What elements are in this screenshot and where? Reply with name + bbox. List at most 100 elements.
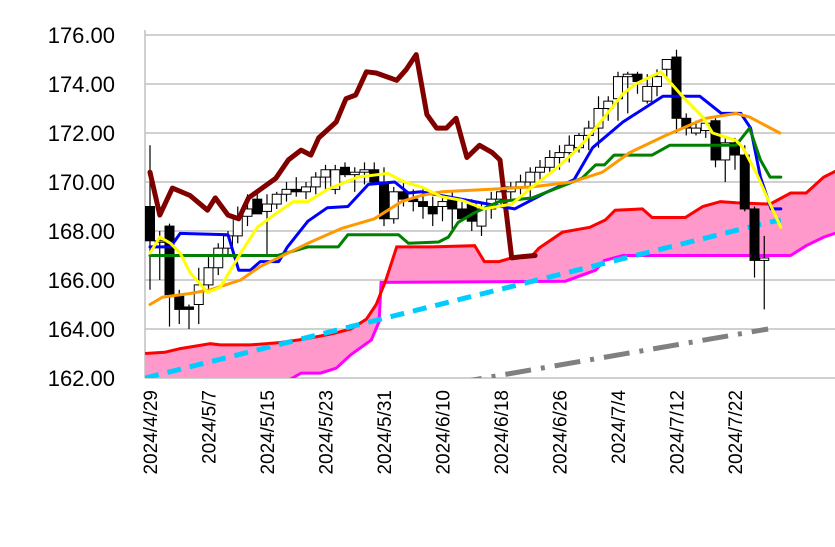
candlesticks <box>145 49 770 329</box>
candle-body <box>252 198 263 215</box>
candle-body <box>320 169 331 178</box>
candle-body <box>661 59 672 70</box>
candle-body <box>262 203 272 212</box>
candle-body <box>652 76 662 87</box>
candle-body <box>739 154 750 210</box>
candle-body <box>203 267 214 286</box>
candle <box>340 162 350 178</box>
candle <box>739 145 750 212</box>
orange-line <box>148 111 782 306</box>
x-tick-label: 2024/5/7 <box>200 390 221 464</box>
candle <box>281 182 292 202</box>
candle-body <box>720 142 731 161</box>
x-tick-label: 2024/5/15 <box>258 390 279 475</box>
x-tick-label: 2024/4/29 <box>141 390 162 475</box>
candle <box>369 162 380 183</box>
candle-body <box>174 294 185 310</box>
candle-body <box>340 166 350 176</box>
candle <box>291 177 302 197</box>
candle <box>710 118 721 168</box>
y-tick-label: 168.00 <box>48 219 115 244</box>
candle-body <box>213 247 224 269</box>
candle <box>252 194 263 215</box>
ichimoku-cloud <box>145 169 835 378</box>
candle <box>310 172 321 195</box>
candle-body <box>398 191 409 200</box>
candle <box>203 255 214 290</box>
blue-line <box>148 94 783 272</box>
candle <box>427 196 438 227</box>
candle <box>661 59 672 80</box>
candle <box>515 174 526 195</box>
candle-body <box>535 166 545 173</box>
y-tick-label: 170.00 <box>48 170 115 195</box>
candle <box>262 194 272 256</box>
x-tick-label: 2024/6/10 <box>434 390 455 475</box>
candle-body <box>301 186 311 193</box>
candle <box>193 267 204 325</box>
y-axis: 162.00 164.00 166.00 168.00 170.00 172.00 174.… <box>48 23 115 391</box>
candle-body <box>193 284 204 305</box>
candle-body <box>418 201 428 208</box>
candle <box>359 162 370 185</box>
indicator-lines <box>147 52 783 306</box>
candle <box>379 167 389 227</box>
x-tick-label: 2024/7/12 <box>668 390 689 475</box>
candle-body <box>145 206 155 242</box>
candle-body <box>437 201 448 208</box>
candle-body <box>164 225 175 296</box>
chikou-line <box>147 52 538 261</box>
candle-body <box>691 127 701 134</box>
candle-body <box>310 176 321 188</box>
candle-body <box>330 169 341 190</box>
cyan-dashed-trendline <box>145 217 782 378</box>
candle-body <box>271 193 282 205</box>
candle-body <box>622 73 633 78</box>
candle-body <box>525 171 536 183</box>
x-tick-label: 2024/7/4 <box>609 390 630 464</box>
candle-body <box>349 171 360 176</box>
y-tick-label: 166.00 <box>48 268 115 293</box>
y-tick-label: 176.00 <box>48 23 115 48</box>
candle <box>330 164 341 195</box>
y-tick-label: 162.00 <box>48 366 115 391</box>
senkou-span-b-line <box>288 231 835 378</box>
candle <box>164 223 175 327</box>
y-tick-label: 164.00 <box>48 317 115 342</box>
candle <box>271 191 282 209</box>
candle <box>505 182 516 200</box>
candle-body <box>291 188 302 193</box>
candle <box>622 71 633 114</box>
y-tick-label: 174.00 <box>48 72 115 97</box>
candle <box>213 243 224 276</box>
candle <box>437 196 448 222</box>
candle-body <box>642 85 653 102</box>
gray-dashdot-trendline <box>469 326 769 378</box>
candle-body <box>281 188 292 195</box>
candle <box>320 164 331 192</box>
candle-body <box>554 152 565 159</box>
x-tick-label: 2024/7/22 <box>726 390 747 475</box>
candle-body <box>427 206 438 215</box>
senkou-span-a-line <box>145 169 835 355</box>
candle <box>525 167 536 197</box>
candle-body <box>544 157 555 168</box>
candle-body <box>564 144 575 154</box>
candle <box>749 206 760 278</box>
candle <box>759 235 770 310</box>
candle <box>535 159 545 182</box>
candle-body <box>710 120 721 161</box>
x-tick-label: 2024/5/31 <box>375 390 396 475</box>
x-tick-label: 2024/6/26 <box>551 390 572 475</box>
candle-body <box>759 257 770 261</box>
candle-body <box>730 142 740 156</box>
candle-body <box>154 240 165 243</box>
candle-body <box>359 169 370 173</box>
candle <box>145 145 155 290</box>
y-tick-label: 172.00 <box>48 121 115 146</box>
cloud-fill <box>145 171 835 378</box>
candle <box>544 150 555 175</box>
candle <box>184 304 194 329</box>
yellow-line <box>148 70 783 294</box>
